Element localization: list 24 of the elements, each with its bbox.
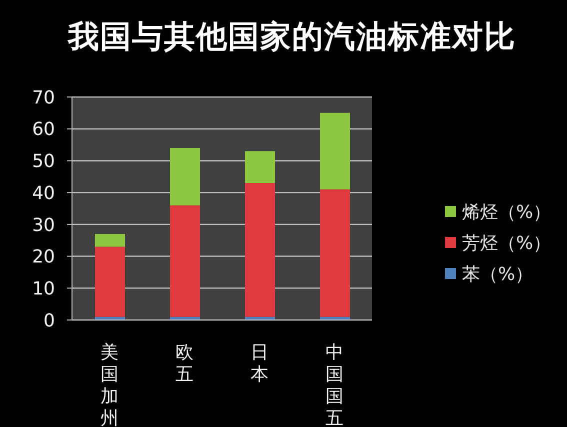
y-tick-label: 50 [32,151,55,172]
y-tick-label: 10 [32,278,55,300]
x-tick-label: 欧五 [176,342,194,385]
legend-label: 苯（%） [462,262,534,286]
bar [320,189,350,317]
y-tick-label: 40 [32,182,55,204]
bar [320,112,350,190]
bar [245,151,275,184]
bar [95,234,125,247]
x-tick-label: 中国国五 [326,342,344,427]
y-tick-label: 0 [44,310,55,332]
y-tick-label: 30 [32,214,55,236]
bar [170,205,200,317]
legend-label: 芳烃（%） [462,232,552,254]
chart-title: 我国与其他国家的汽油标准对比 [66,18,517,57]
x-tick-label: 日本 [250,342,268,385]
bar [245,183,275,317]
y-tick-label: 70 [32,87,55,108]
x-tick-label: 美国加州 [100,342,118,427]
bar [95,246,125,317]
bar [170,148,200,206]
legend-label: 烯烃（%） [462,200,552,224]
y-tick-label: 20 [32,246,55,268]
y-tick-label: 60 [32,119,55,140]
